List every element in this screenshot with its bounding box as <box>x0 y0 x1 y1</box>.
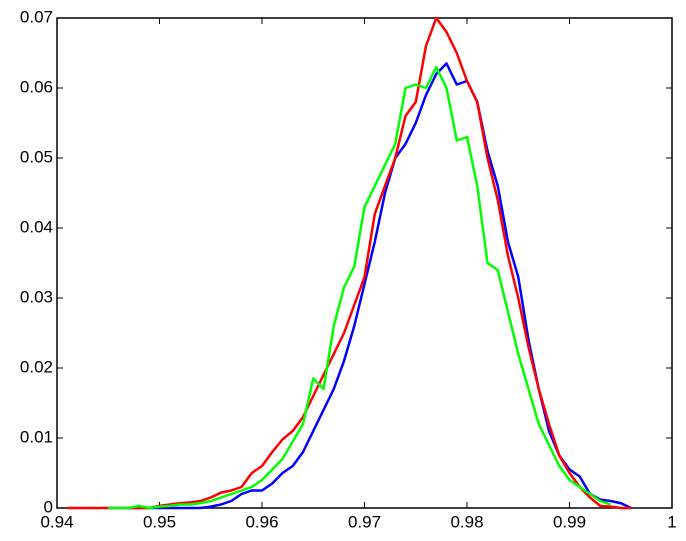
y-tick-label: 0.04 <box>20 217 53 236</box>
x-tick-label: 1 <box>667 512 676 531</box>
x-tick-label: 0.94 <box>40 512 73 531</box>
y-tick-label: 0.01 <box>20 427 53 446</box>
x-tick-label: 0.96 <box>245 512 278 531</box>
y-tick-label: 0.07 <box>20 7 53 26</box>
y-tick-label: 0.06 <box>20 77 53 96</box>
x-tick-label: 0.98 <box>450 512 483 531</box>
y-tick-label: 0.03 <box>20 287 53 306</box>
y-tick-label: 0.02 <box>20 357 53 376</box>
plot-frame <box>56 17 673 509</box>
x-tick-label: 0.95 <box>143 512 176 531</box>
x-tick-label: 0.97 <box>348 512 381 531</box>
x-tick-label: 0.99 <box>553 512 586 531</box>
series-line <box>108 65 611 510</box>
y-tick-label: 0.05 <box>20 147 53 166</box>
y-tick-label: 0 <box>44 497 53 516</box>
